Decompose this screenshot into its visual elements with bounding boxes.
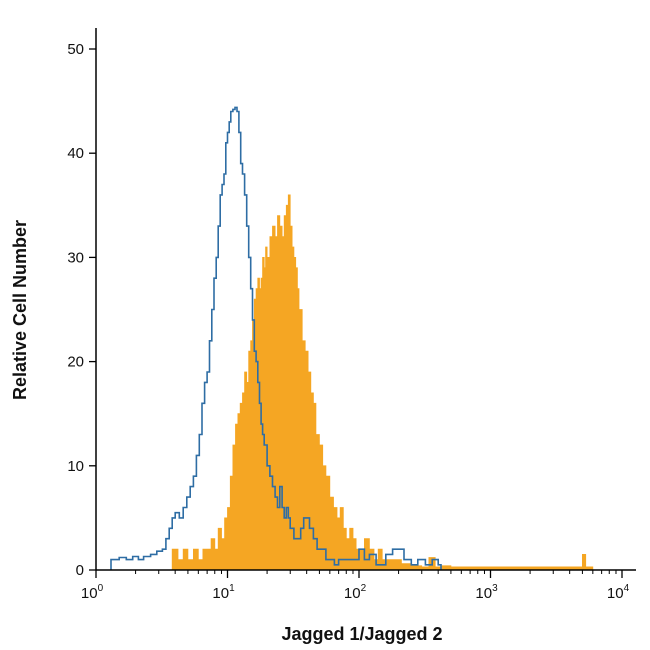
y-tick-label: 10 [67,458,84,475]
x-axis-label: Jagged 1/Jagged 2 [281,624,442,644]
x-tick-label: 103 [475,583,498,602]
series-filled-histogram [171,194,594,571]
x-tick-label: 102 [344,583,367,602]
axes [95,28,636,571]
x-tick-label: 104 [607,583,630,602]
y-tick-label: 40 [67,145,84,162]
plot-area [110,106,594,571]
y-axis-label: Relative Cell Number [10,220,30,400]
y-tick-label: 0 [76,562,84,579]
y-tick-label: 20 [67,354,84,371]
x-tick-label: 100 [81,583,104,602]
y-tick-label: 50 [67,41,84,58]
series-outline-histogram [110,106,442,570]
tick-marks: 0 10 20 30 40 50 100 101 102 103 104 [67,41,629,602]
y-tick-label: 30 [67,249,84,266]
x-tick-label: 101 [212,583,235,602]
